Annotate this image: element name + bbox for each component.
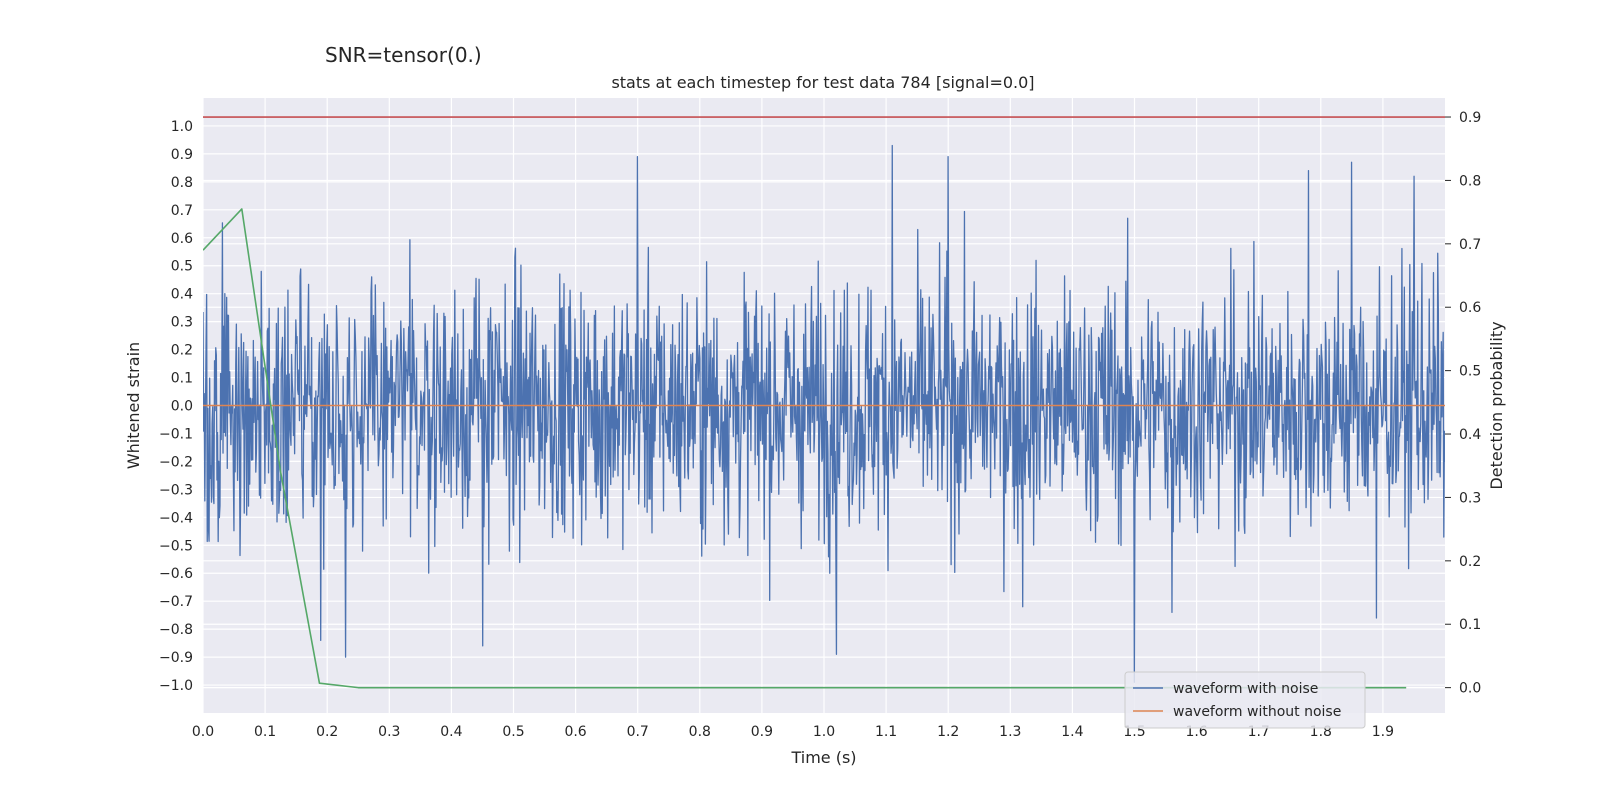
series-waveform-with-noise-line [203,144,1445,683]
y-axis-label: Whitened strain [124,342,143,469]
y-axis-ticks: 1.0 0.9 0.8 0.7 0.6 0.5 0.4 0.3 0.2 0.1 0.0 −0.1 −0.… [159,119,193,694]
x-tick-label: 1.1 [875,724,897,740]
x-tick-label: 0.0 [192,724,214,740]
x-tick-label: 0.4 [440,724,462,740]
legend-entry-label: waveform with noise [1173,681,1318,697]
x-tick-label: 0.8 [689,724,711,740]
chart-title: stats at each timestep for test data 784… [611,73,1034,92]
y-tick-label: −0.3 [159,482,193,498]
y2-tick-label: 0.8 [1459,173,1481,189]
y-tick-label: −0.9 [159,650,193,666]
x-tick-label: 0.3 [378,724,400,740]
x-tick-label: 0.2 [316,724,338,740]
y2-tick-label: 0.5 [1459,364,1481,380]
x-tick-label: 0.5 [502,724,524,740]
y-tick-label: −0.2 [159,454,193,470]
y2-tick-label: 0.9 [1459,110,1481,126]
y2-tick-label: 0.6 [1459,300,1481,316]
series-2-line [203,208,1407,689]
figure-suptitle: SNR=tensor(0.) [325,43,482,67]
y-tick-label: −0.7 [159,594,193,610]
legend-box [1124,671,1366,729]
x-tick-label: 1.4 [1061,724,1083,740]
y2-tick-label: 0.7 [1459,237,1481,253]
y2-axis-label: Detection probability [1487,321,1506,489]
x-tick-label: 0.6 [564,724,586,740]
y-tick-label: 0.2 [171,343,193,359]
x-tick-label: 0.7 [627,724,649,740]
y-tick-label: 1.0 [171,119,193,135]
y-tick-label: 0.5 [171,259,193,275]
y-tick-label: 0.8 [171,175,193,191]
y-tick-label: 0.6 [171,231,193,247]
y-tick-label: 0.4 [171,287,193,303]
y2-tick-label: 0.4 [1459,427,1481,443]
y-tick-label: 0.7 [171,203,193,219]
series-layer [203,116,1445,689]
x-tick-label: 0.9 [751,724,773,740]
y2-tick-label: 0.2 [1459,554,1481,570]
x-tick-label: 1.0 [813,724,835,740]
x-axis-label: Time (s) [790,748,856,767]
y-tick-label: −0.4 [159,510,193,526]
y2-axis-ticks: 0.9 0.8 0.7 0.6 0.5 0.4 0.3 0.2 0.1 0.0 [1445,110,1481,697]
x-tick-label: 1.9 [1372,724,1394,740]
y-tick-label: 0.0 [171,399,193,415]
legend: waveform with noise waveform without nois… [1124,671,1366,729]
y-tick-label: 0.1 [171,371,193,387]
x-tick-label: 1.3 [999,724,1021,740]
y2-tick-label: 0.0 [1459,681,1481,697]
x-tick-label: 1.2 [937,724,959,740]
y-tick-label: 0.3 [171,315,193,331]
y-tick-label: 0.9 [171,147,193,163]
x-tick-label: 0.1 [254,724,276,740]
y-tick-label: −0.1 [159,426,193,442]
y2-tick-label: 0.1 [1459,617,1481,633]
y-tick-label: −0.6 [159,566,193,582]
y-tick-label: −0.5 [159,538,193,554]
y-tick-label: −1.0 [159,678,193,694]
legend-entry-label: waveform without noise [1173,704,1341,720]
y-tick-label: −0.8 [159,622,193,638]
y2-tick-label: 0.3 [1459,490,1481,506]
